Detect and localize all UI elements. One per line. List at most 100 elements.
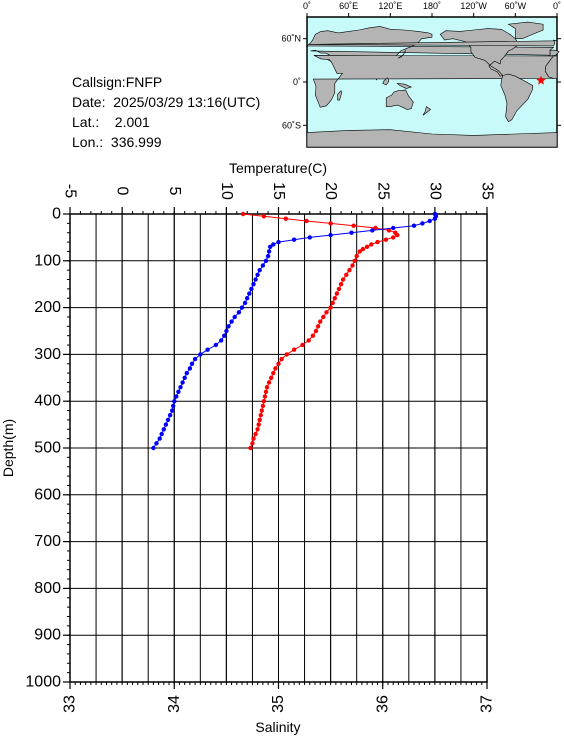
salinity-data-point: [229, 319, 234, 324]
temperature-data-point: [260, 403, 266, 409]
temperature-tick-label: 0: [114, 187, 131, 196]
temperature-data-point: [248, 445, 253, 451]
map-lat-label: 60˚N: [281, 34, 301, 44]
temperature-data-point: [306, 338, 311, 343]
map-landmass: [337, 90, 343, 101]
salinity-data-point: [239, 305, 245, 310]
salinity-data-point: [174, 394, 179, 399]
temperature-tick-label: 20: [322, 182, 339, 200]
depth-tick-label: 200: [34, 299, 61, 316]
temperature-data-point: [395, 232, 400, 238]
salinity-data-point: [268, 244, 273, 249]
depth-tick-label: 0: [52, 206, 61, 223]
temperature-data-point: [251, 436, 256, 441]
temperature-tick-label: 25: [374, 182, 391, 200]
salinity-data-point: [165, 417, 171, 423]
temperature-data-point: [271, 370, 276, 376]
temperature-data-point: [332, 296, 337, 301]
salinity-profile-line: [152, 213, 437, 449]
salinity-data-point: [249, 286, 254, 292]
temperature-data-point: [350, 263, 355, 268]
temperature-data-point: [284, 352, 289, 357]
salinity-data-point: [213, 342, 219, 348]
temperature-data-point: [360, 246, 366, 252]
salinity-data-point: [171, 403, 176, 409]
temperature-data-point: [373, 225, 378, 231]
temperature-data-point: [336, 286, 342, 292]
salinity-data-point: [276, 239, 281, 245]
salinity-data-point: [420, 221, 425, 226]
temperature-tick-label: 35: [479, 182, 496, 200]
temperature-data-point: [334, 291, 340, 296]
salinity-data-point: [184, 370, 189, 376]
lat-text: Lat.: 2.001: [72, 114, 150, 130]
map-lon-label: 0˚: [303, 1, 311, 11]
depth-tick-label: 800: [34, 580, 61, 597]
salinity-data-point: [226, 324, 231, 329]
temperature-data-point: [269, 375, 274, 380]
world-map: 0˚ 60˚E 120˚E 180˚ 120˚W 60˚W 0˚ 60˚N 0˚ 60˚S: [281, 1, 561, 148]
depth-tick-label: 600: [34, 486, 61, 503]
salinity-data-point: [307, 235, 312, 240]
temperature-data-point: [352, 258, 357, 263]
salinity-data-point: [205, 347, 210, 352]
salinity-data-point: [260, 263, 266, 268]
temperature-data-point: [279, 356, 284, 362]
depth-axis-title: Depth(m): [0, 419, 16, 477]
map-lon-label: 180˚: [423, 1, 441, 11]
temperature-data-point: [258, 413, 263, 418]
temperature-data-point: [264, 385, 270, 390]
salinity-data-point: [291, 237, 297, 242]
map-landmass: [544, 55, 558, 79]
temperature-data-point: [328, 221, 333, 226]
map-lon-label: 60˚W: [505, 1, 527, 11]
depth-tick-label: 900: [34, 627, 61, 644]
temperature-data-point: [261, 214, 267, 219]
temperature-data-point: [315, 324, 321, 329]
depth-tick-label: 400: [34, 393, 61, 410]
temperature-data-point: [261, 399, 267, 404]
salinity-data-point: [266, 249, 272, 254]
temperature-data-point: [304, 218, 309, 224]
map-landmass: [382, 77, 390, 86]
salinity-data-point: [182, 375, 187, 380]
temperature-data-point: [391, 235, 396, 240]
salinity-data-point: [219, 338, 224, 343]
temperature-data-point: [340, 277, 346, 282]
map-landmass: [306, 129, 558, 148]
salinity-data-point: [159, 431, 164, 437]
station-marker-icon: [536, 75, 546, 85]
map-lat-label: 0˚: [293, 77, 301, 87]
salinity-data-point: [161, 427, 166, 432]
date-text: Date: 2025/03/29 13:16(UTC): [72, 94, 261, 110]
salinity-tick-label: 34: [166, 695, 183, 713]
salinity-data-point: [271, 242, 276, 247]
temperature-data-point: [253, 431, 258, 437]
map-lon-label: 120˚E: [378, 1, 402, 11]
temperature-data-point: [256, 422, 261, 427]
temperature-data-point: [291, 347, 297, 352]
salinity-data-point: [170, 408, 175, 413]
salinity-tick-label: 36: [374, 695, 391, 713]
depth-tick-label: 700: [34, 533, 61, 550]
temperature-data-point: [321, 314, 326, 320]
salinity-data-point: [391, 225, 396, 231]
salinity-data-point: [167, 413, 173, 418]
salinity-tick-label: 35: [270, 695, 287, 713]
map-lon-label: 120˚W: [460, 1, 487, 11]
map-lon-label: 0˚: [553, 1, 561, 11]
salinity-data-point: [427, 218, 432, 224]
temperature-data-point: [266, 380, 272, 385]
temperature-data-point: [273, 366, 278, 371]
salinity-data-point: [247, 291, 252, 296]
depth-tick-label: 500: [34, 440, 61, 457]
salinity-data-point: [432, 216, 438, 221]
salinity-data-point: [154, 441, 159, 446]
depth-tick-label: 1000: [25, 674, 61, 691]
map-landmass: [439, 28, 520, 77]
salinity-data-point: [224, 328, 229, 334]
depth-tick-label: 300: [34, 346, 61, 363]
salinity-data-point: [222, 333, 227, 338]
salinity-data-point: [178, 385, 183, 390]
temperature-data-point: [276, 361, 281, 366]
